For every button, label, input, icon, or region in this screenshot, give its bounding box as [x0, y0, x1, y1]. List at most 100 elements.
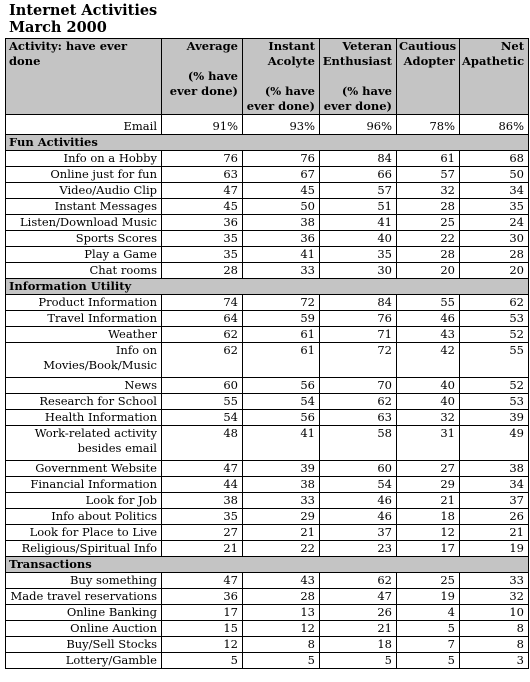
cell-net-apathetic: 26 [459, 508, 529, 525]
cell-veteran-enthusiast: 71 [319, 326, 397, 343]
cell-net-apathetic: 30 [459, 230, 529, 247]
cell-cautious-adopter: 7 [396, 636, 460, 653]
cell-cautious-adopter: 21 [396, 492, 460, 509]
cell-average: 44 [161, 476, 243, 493]
cell-instant-acolyte: 67 [242, 166, 320, 183]
cell-veteran-enthusiast: 21 [319, 620, 397, 637]
cell-cautious-adopter: 55 [396, 294, 460, 311]
cell-cautious-adopter: 19 [396, 588, 460, 605]
cell-instant-acolyte: 21 [242, 524, 320, 541]
cell-instant-acolyte: 28 [242, 588, 320, 605]
cell-veteran-enthusiast: 76 [319, 310, 397, 327]
cell-veteran-enthusiast: 60 [319, 460, 397, 477]
cell-veteran-enthusiast: 46 [319, 508, 397, 525]
row-label: Look for Place to Live [5, 524, 162, 541]
cell-net-apathetic: 28 [459, 246, 529, 263]
table-row: Info about Politics 35 29 46 18 26 [5, 508, 529, 525]
cell-average: 36 [161, 588, 243, 605]
row-label: Info on Movies/Book/Music [5, 342, 162, 378]
cell-veteran-enthusiast: 62 [319, 393, 397, 410]
cell-net-apathetic: 55 [459, 342, 529, 378]
column-header-veteran-enthusiast: Veteran Enthusiast (% have ever done) [319, 38, 397, 115]
cell-veteran-enthusiast: 18 [319, 636, 397, 653]
table-row: Chat rooms 28 33 30 20 20 [5, 262, 529, 279]
column-header-cautious-adopter: Cautious Adopter [396, 38, 460, 115]
table-body: Email 91% 93% 96% 78% 86% Fun Activities… [5, 114, 529, 669]
cell-average: 55 [161, 393, 243, 410]
activities-table: Activity: have ever done Average (% have … [5, 38, 529, 669]
cell-instant-acolyte: 33 [242, 492, 320, 509]
cell-veteran-enthusiast: 54 [319, 476, 397, 493]
cell-average: 35 [161, 508, 243, 525]
table-row: Lottery/Gamble 5 5 5 5 3 [5, 652, 529, 669]
cell-average: 15 [161, 620, 243, 637]
section-row: Fun Activities [5, 134, 529, 151]
cell-average: 76 [161, 150, 243, 167]
cell-net-apathetic: 37 [459, 492, 529, 509]
table-row: News 60 56 70 40 52 [5, 377, 529, 394]
cell-net-apathetic: 10 [459, 604, 529, 621]
cell-instant-acolyte: 56 [242, 377, 320, 394]
cell-veteran-enthusiast: 46 [319, 492, 397, 509]
cell-average: 28 [161, 262, 243, 279]
table-row: Look for Job 38 33 46 21 37 [5, 492, 529, 509]
cell-instant-acolyte: 56 [242, 409, 320, 426]
cell-veteran-enthusiast: 40 [319, 230, 397, 247]
cell-instant-acolyte: 38 [242, 214, 320, 231]
section-row: Transactions [5, 556, 529, 573]
cell-net-apathetic: 8 [459, 636, 529, 653]
column-header-sub: (% have ever done) [169, 69, 238, 98]
cell-net-apathetic: 35 [459, 198, 529, 215]
cell-instant-acolyte: 45 [242, 182, 320, 199]
cell-instant-acolyte: 72 [242, 294, 320, 311]
cell-veteran-enthusiast: 41 [319, 214, 397, 231]
table-row: Financial Information 44 38 54 29 34 [5, 476, 529, 493]
cell-veteran-enthusiast: 62 [319, 572, 397, 589]
table-row: Info on a Hobby 76 76 84 61 68 [5, 150, 529, 167]
cell-cautious-adopter: 78% [396, 114, 460, 135]
table-row: Product Information 74 72 84 55 62 [5, 294, 529, 311]
cell-net-apathetic: 62 [459, 294, 529, 311]
cell-instant-acolyte: 29 [242, 508, 320, 525]
cell-net-apathetic: 34 [459, 476, 529, 493]
cell-average: 38 [161, 492, 243, 509]
cell-veteran-enthusiast: 84 [319, 150, 397, 167]
table-row: Play a Game 35 41 35 28 28 [5, 246, 529, 263]
cell-instant-acolyte: 38 [242, 476, 320, 493]
cell-cautious-adopter: 40 [396, 393, 460, 410]
column-header-net-apathetic: Net Apathetic [459, 38, 529, 115]
cell-veteran-enthusiast: 37 [319, 524, 397, 541]
section-heading: Fun Activities [5, 134, 529, 151]
row-label: Buy something [5, 572, 162, 589]
cell-instant-acolyte: 43 [242, 572, 320, 589]
row-label: Instant Messages [5, 198, 162, 215]
cell-net-apathetic: 50 [459, 166, 529, 183]
cell-average: 5 [161, 652, 243, 669]
cell-net-apathetic: 20 [459, 262, 529, 279]
row-label: Buy/Sell Stocks [5, 636, 162, 653]
section-heading: Transactions [5, 556, 529, 573]
cell-cautious-adopter: 25 [396, 214, 460, 231]
row-label: Weather [5, 326, 162, 343]
cell-cautious-adopter: 4 [396, 604, 460, 621]
row-label: Chat rooms [5, 262, 162, 279]
cell-cautious-adopter: 22 [396, 230, 460, 247]
cell-cautious-adopter: 31 [396, 425, 460, 461]
cell-average: 64 [161, 310, 243, 327]
cell-net-apathetic: 68 [459, 150, 529, 167]
cell-cautious-adopter: 5 [396, 620, 460, 637]
row-label: Research for School [5, 393, 162, 410]
cell-cautious-adopter: 17 [396, 540, 460, 557]
cell-average: 62 [161, 326, 243, 343]
cell-net-apathetic: 32 [459, 588, 529, 605]
section-heading: Information Utility [5, 278, 529, 295]
cell-cautious-adopter: 40 [396, 377, 460, 394]
cell-instant-acolyte: 76 [242, 150, 320, 167]
cell-average: 45 [161, 198, 243, 215]
cell-cautious-adopter: 25 [396, 572, 460, 589]
cell-net-apathetic: 52 [459, 326, 529, 343]
cell-cautious-adopter: 12 [396, 524, 460, 541]
cell-average: 74 [161, 294, 243, 311]
cell-veteran-enthusiast: 66 [319, 166, 397, 183]
cell-cautious-adopter: 27 [396, 460, 460, 477]
